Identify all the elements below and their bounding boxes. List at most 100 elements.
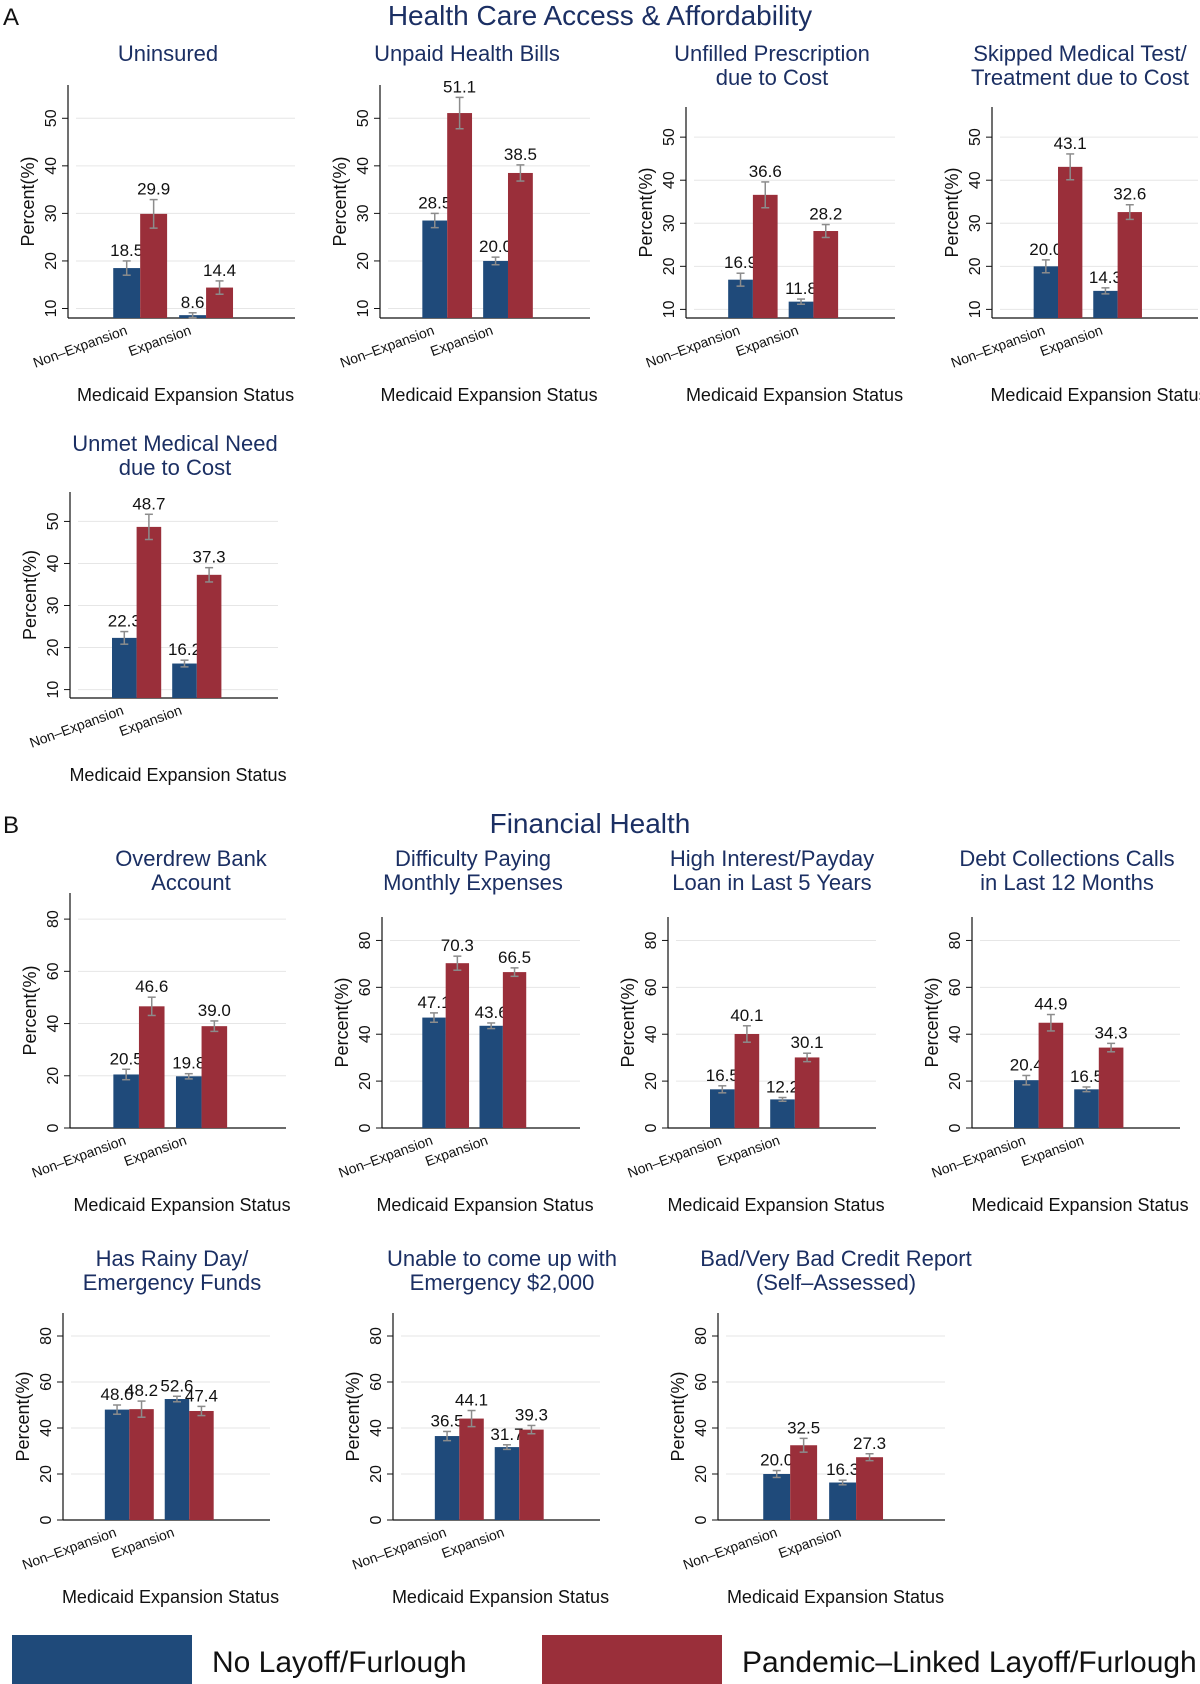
data-label: 48.2 xyxy=(125,1381,158,1400)
x-axis-label: Medicaid Expansion Status xyxy=(727,1587,944,1607)
y-tick-label: 40 xyxy=(45,554,62,572)
chart-title: High Interest/Payday xyxy=(670,846,874,871)
data-label: 20.0 xyxy=(1029,240,1062,259)
data-label: 47.4 xyxy=(185,1386,218,1405)
x-axis-label: Medicaid Expansion Status xyxy=(392,1587,609,1607)
bar-layoff xyxy=(734,1033,760,1128)
legend-label-layoff: Pandemic–Linked Layoff/Furlough xyxy=(742,1646,1197,1679)
data-label: 51.1 xyxy=(443,77,476,96)
data-label: 39.0 xyxy=(198,1001,231,1020)
data-label: 48.7 xyxy=(132,494,165,513)
bar-no-layoff xyxy=(1093,290,1118,318)
bar-no-layoff xyxy=(479,1025,503,1128)
y-tick-label: 10 xyxy=(43,299,60,317)
chart-title: Account xyxy=(151,870,231,895)
data-label: 44.9 xyxy=(1034,995,1067,1014)
chart-title: Unpaid Health Bills xyxy=(374,41,560,66)
data-label: 27.3 xyxy=(853,1434,886,1453)
data-label: 18.5 xyxy=(110,241,143,260)
chart-9: 0 20 40 60 80 20.4 44.9 Non–Expansion 16.5 34.3 Ex… xyxy=(922,846,1189,1215)
data-label: 40.1 xyxy=(730,1006,763,1025)
category-label: Non–Expansion xyxy=(338,322,436,371)
category-label: Non–Expansion xyxy=(929,1132,1027,1181)
category-label: Non–Expansion xyxy=(27,702,125,751)
data-label: 47.1 xyxy=(417,993,450,1012)
x-axis-label: Medicaid Expansion Status xyxy=(62,1587,279,1607)
legend-label-no-layoff: No Layoff/Furlough xyxy=(212,1646,467,1679)
category-label: Expansion xyxy=(109,1524,176,1561)
data-label: 20.4 xyxy=(1010,1055,1043,1074)
chart-12: 0 20 40 60 80 20.0 32.5 Non–Expansion 16.3 27.3 Ex… xyxy=(668,1246,972,1607)
y-tick-label: 50 xyxy=(43,109,60,127)
y-tick-label: 30 xyxy=(43,204,60,222)
y-tick-label: 60 xyxy=(38,1373,55,1391)
y-tick-label: 20 xyxy=(45,639,62,657)
bar-layoff xyxy=(1098,1047,1124,1128)
bar-layoff xyxy=(856,1457,884,1520)
bar-layoff xyxy=(752,194,778,318)
y-tick-label: 80 xyxy=(947,931,964,949)
bar-no-layoff xyxy=(763,1474,791,1520)
y-axis-label: Percent(%) xyxy=(942,167,962,257)
y-tick-label: 30 xyxy=(967,214,984,232)
chart-title: Monthly Expenses xyxy=(383,870,563,895)
chart-title: Bad/Very Bad Credit Report xyxy=(700,1246,971,1271)
data-label: 16.2 xyxy=(168,640,201,659)
chart-11: 0 20 40 60 80 36.544.1 Non–Expansion 31.739.3 Ex… xyxy=(343,1246,617,1607)
data-label: 30.1 xyxy=(791,1033,824,1052)
data-label: 28.2 xyxy=(809,205,842,224)
bar-no-layoff xyxy=(113,1074,139,1128)
chart-4: 10 20 30 40 50 20.0 43.1 Non–Expansion 14.3 32.6 E… xyxy=(942,41,1200,405)
data-label: 52.6 xyxy=(160,1376,193,1395)
bar-no-layoff xyxy=(422,220,448,318)
data-label: 48.0 xyxy=(101,1385,134,1404)
chart-title: Loan in Last 5 Years xyxy=(672,870,871,895)
bar-layoff xyxy=(129,1409,154,1520)
data-label: 38.5 xyxy=(504,145,537,164)
chart-title: due to Cost xyxy=(119,455,232,480)
bar-no-layoff xyxy=(164,1399,190,1520)
chart-3: 10 20 30 40 50 16.9 36.6 Non–Expansion 11.8 28.2 E… xyxy=(636,41,903,405)
y-tick-label: 10 xyxy=(967,300,984,318)
bar-layoff xyxy=(140,213,168,318)
bar-no-layoff xyxy=(483,260,508,318)
y-tick-label: 40 xyxy=(355,157,372,175)
y-tick-label: 0 xyxy=(368,1515,385,1524)
y-tick-label: 20 xyxy=(693,1465,710,1483)
x-axis-label: Medicaid Expansion Status xyxy=(667,1195,884,1215)
category-label: Expansion xyxy=(126,322,193,359)
chart-10: 0 20 40 60 80 48.048.2 Non–Expansion 52.647.4 Ex… xyxy=(13,1246,279,1607)
chart-title: Unable to come up with xyxy=(387,1246,617,1271)
bar-layoff xyxy=(1058,166,1083,318)
bar-no-layoff xyxy=(112,637,137,698)
x-axis-label: Medicaid Expansion Status xyxy=(376,1195,593,1215)
y-tick-label: 80 xyxy=(643,931,660,949)
y-tick-label: 20 xyxy=(643,1072,660,1090)
chart-title: Treatment due to Cost xyxy=(971,65,1189,90)
y-tick-label: 40 xyxy=(357,1025,374,1043)
bar-layoff xyxy=(1038,1022,1064,1128)
y-axis-label: Percent(%) xyxy=(13,1371,33,1461)
data-label: 32.6 xyxy=(1113,185,1146,204)
y-tick-label: 80 xyxy=(368,1327,385,1345)
x-axis-label: Medicaid Expansion Status xyxy=(77,385,294,405)
chart-5: 10 20 30 40 50 22.3 48.7 Non–Expansion 16.2 37.3 E… xyxy=(20,431,287,785)
bar-layoff xyxy=(445,963,470,1128)
y-tick-label: 20 xyxy=(355,252,372,270)
y-tick-label: 80 xyxy=(693,1327,710,1345)
chart-title: Emergency $2,000 xyxy=(410,1270,595,1295)
y-tick-label: 0 xyxy=(643,1123,660,1132)
bar-layoff xyxy=(507,172,533,318)
category-label: Non–Expansion xyxy=(336,1132,434,1181)
data-label: 39.3 xyxy=(515,1405,548,1424)
bar-no-layoff xyxy=(434,1436,460,1520)
chart-7: 0 20 40 60 80 47.1 70.3 Non–Expansion 43.6 66.5 Ex… xyxy=(332,846,594,1215)
category-label: Expansion xyxy=(1019,1132,1086,1169)
chart-title: Difficulty Paying xyxy=(395,846,551,871)
chart-title: in Last 12 Months xyxy=(980,870,1154,895)
bar-layoff xyxy=(136,526,162,698)
bar-layoff xyxy=(502,972,527,1128)
chart-6: 0 20 40 60 80 20.5 46.6 Non–Expansion 19.8 39.0 Ex… xyxy=(20,846,291,1215)
data-label: 8.6 xyxy=(181,293,205,312)
section-title-financial-health: Financial Health xyxy=(490,808,691,839)
